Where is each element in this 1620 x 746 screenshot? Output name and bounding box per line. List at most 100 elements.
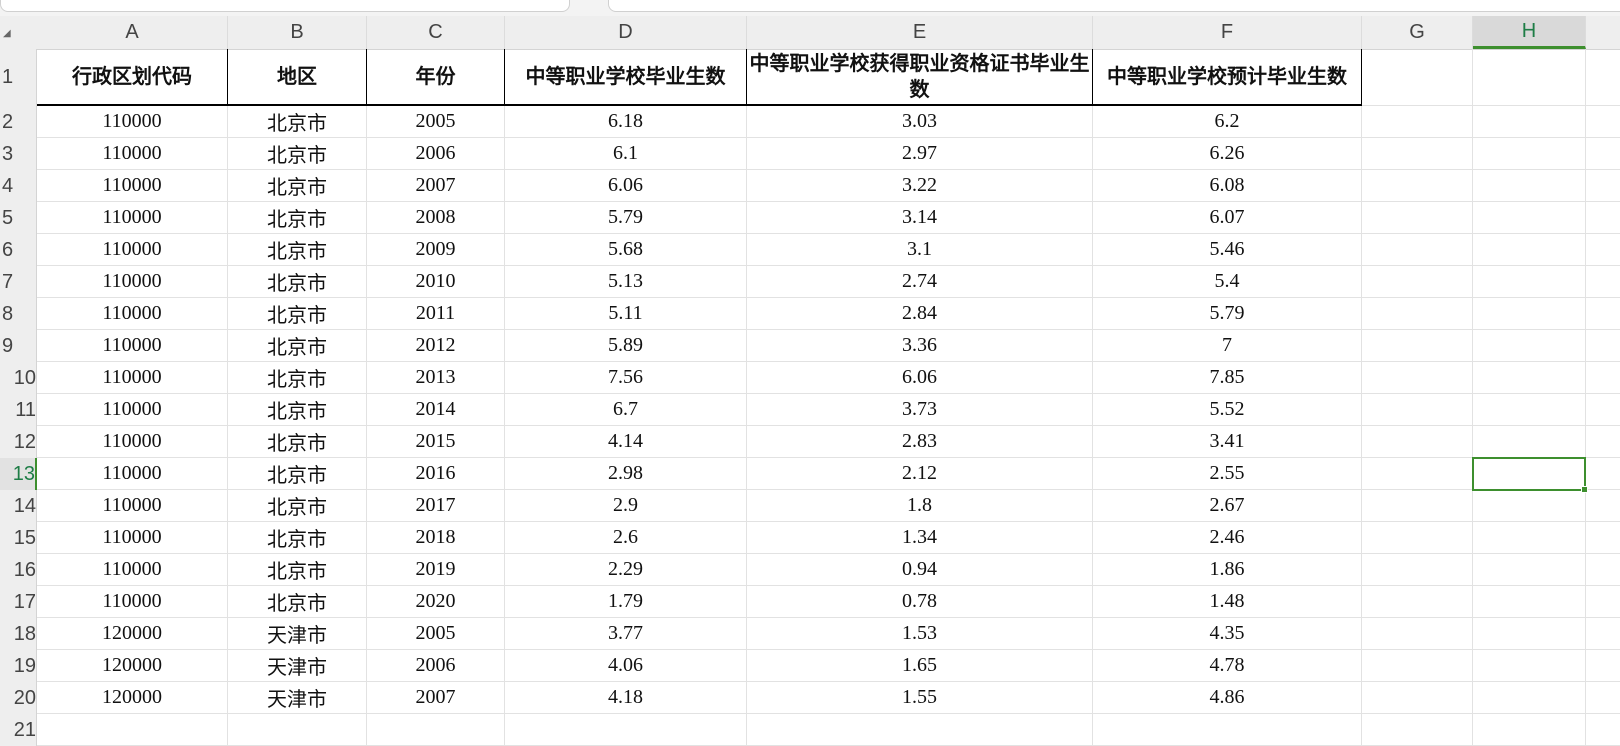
- cell[interactable]: [1586, 490, 1620, 522]
- column-header-a[interactable]: A: [37, 16, 228, 49]
- cell[interactable]: [1473, 106, 1586, 138]
- cell[interactable]: 4.78: [1093, 650, 1362, 682]
- cell[interactable]: [1473, 362, 1586, 394]
- cell[interactable]: [1586, 714, 1620, 746]
- cell[interactable]: [1473, 330, 1586, 362]
- tab-left[interactable]: [0, 0, 570, 12]
- cell[interactable]: 2012: [367, 330, 505, 362]
- cell[interactable]: 北京市: [228, 394, 367, 426]
- cell[interactable]: [1473, 170, 1586, 202]
- cell[interactable]: 北京市: [228, 106, 367, 138]
- cell[interactable]: [1362, 650, 1473, 682]
- column-header-c[interactable]: C: [367, 16, 505, 49]
- cell[interactable]: [1362, 394, 1473, 426]
- cell[interactable]: 2020: [367, 586, 505, 618]
- cell[interactable]: 2.97: [747, 138, 1093, 170]
- cell[interactable]: [1362, 170, 1473, 202]
- cell[interactable]: 7.56: [505, 362, 747, 394]
- cell[interactable]: 天津市: [228, 618, 367, 650]
- cell[interactable]: [1586, 362, 1620, 394]
- cell[interactable]: 北京市: [228, 362, 367, 394]
- column-header-d[interactable]: D: [505, 16, 747, 49]
- cell[interactable]: 3.1: [747, 234, 1093, 266]
- cell[interactable]: [228, 714, 367, 746]
- cell[interactable]: 1.55: [747, 682, 1093, 714]
- cell[interactable]: 1.86: [1093, 554, 1362, 586]
- cell[interactable]: 北京市: [228, 522, 367, 554]
- fill-handle[interactable]: [1581, 486, 1588, 493]
- cell[interactable]: 110000: [37, 458, 228, 490]
- cell[interactable]: 110000: [37, 394, 228, 426]
- cell[interactable]: 5.52: [1093, 394, 1362, 426]
- cell[interactable]: 2006: [367, 650, 505, 682]
- cell[interactable]: 天津市: [228, 650, 367, 682]
- cell[interactable]: 120000: [37, 650, 228, 682]
- cell[interactable]: [1473, 298, 1586, 330]
- cell[interactable]: [1586, 394, 1620, 426]
- cell[interactable]: 6.06: [747, 362, 1093, 394]
- cell[interactable]: [1362, 49, 1473, 106]
- cell[interactable]: 北京市: [228, 490, 367, 522]
- header-cell[interactable]: 中等职业学校毕业生数: [505, 49, 747, 106]
- cell[interactable]: 6.26: [1093, 138, 1362, 170]
- cell[interactable]: 2005: [367, 618, 505, 650]
- cell[interactable]: 北京市: [228, 586, 367, 618]
- cell[interactable]: 1.48: [1093, 586, 1362, 618]
- cell[interactable]: 6.07: [1093, 202, 1362, 234]
- cell[interactable]: 4.35: [1093, 618, 1362, 650]
- cell[interactable]: [1362, 618, 1473, 650]
- cell[interactable]: 110000: [37, 170, 228, 202]
- cell[interactable]: [1362, 586, 1473, 618]
- row-header-7[interactable]: 7: [0, 266, 37, 298]
- cell[interactable]: 110000: [37, 234, 228, 266]
- cell[interactable]: 2017: [367, 490, 505, 522]
- cell[interactable]: 北京市: [228, 298, 367, 330]
- cell[interactable]: 120000: [37, 682, 228, 714]
- cell[interactable]: 天津市: [228, 682, 367, 714]
- cell[interactable]: [1362, 202, 1473, 234]
- cell[interactable]: [1362, 266, 1473, 298]
- row-header-21[interactable]: 21: [0, 714, 37, 746]
- cell[interactable]: [1473, 394, 1586, 426]
- cell[interactable]: 2019: [367, 554, 505, 586]
- tab-right[interactable]: [608, 0, 1620, 12]
- cell[interactable]: [1473, 490, 1586, 522]
- cell[interactable]: 4.14: [505, 426, 747, 458]
- cell[interactable]: 6.08: [1093, 170, 1362, 202]
- cell[interactable]: 110000: [37, 298, 228, 330]
- row-header-16[interactable]: 16: [0, 554, 37, 586]
- cell[interactable]: [1362, 554, 1473, 586]
- cell[interactable]: [747, 714, 1093, 746]
- row-header-15[interactable]: 15: [0, 522, 37, 554]
- cell[interactable]: 2007: [367, 170, 505, 202]
- cell[interactable]: [1362, 234, 1473, 266]
- cell[interactable]: [367, 714, 505, 746]
- cell[interactable]: [1473, 234, 1586, 266]
- cell[interactable]: [1473, 49, 1586, 106]
- cell[interactable]: [1586, 202, 1620, 234]
- cell[interactable]: 2011: [367, 298, 505, 330]
- cell[interactable]: 5.68: [505, 234, 747, 266]
- cell[interactable]: [1362, 106, 1473, 138]
- cell[interactable]: 0.94: [747, 554, 1093, 586]
- row-header-6[interactable]: 6: [0, 234, 37, 266]
- cell[interactable]: [1473, 618, 1586, 650]
- row-header-20[interactable]: 20: [0, 682, 37, 714]
- cell[interactable]: [1473, 266, 1586, 298]
- header-cell[interactable]: 行政区划代码: [37, 49, 228, 106]
- cell[interactable]: 北京市: [228, 426, 367, 458]
- cell[interactable]: [1473, 650, 1586, 682]
- cell[interactable]: 2010: [367, 266, 505, 298]
- cell[interactable]: 北京市: [228, 234, 367, 266]
- row-header-2[interactable]: 2: [0, 106, 37, 138]
- cell[interactable]: [1586, 49, 1620, 106]
- cell[interactable]: [1473, 554, 1586, 586]
- row-header-17[interactable]: 17: [0, 586, 37, 618]
- cell[interactable]: 北京市: [228, 554, 367, 586]
- cell[interactable]: 2005: [367, 106, 505, 138]
- row-header-8[interactable]: 8: [0, 298, 37, 330]
- cell[interactable]: 1.53: [747, 618, 1093, 650]
- cell[interactable]: 2013: [367, 362, 505, 394]
- cell[interactable]: 5.79: [505, 202, 747, 234]
- cell[interactable]: [1586, 426, 1620, 458]
